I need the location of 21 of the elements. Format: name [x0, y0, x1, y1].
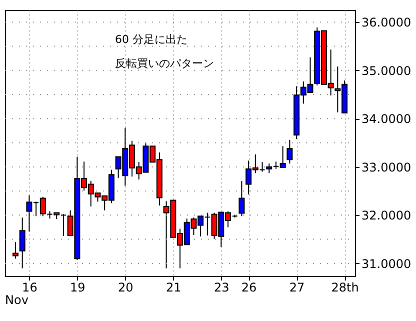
x-tick-label: 20 — [118, 280, 134, 294]
y-tick-label: 32.0000 — [362, 208, 412, 223]
x-tick-label: 26 — [241, 280, 257, 294]
x-tick-label: 21 — [166, 280, 182, 294]
y-tick-label: 36.0000 — [362, 16, 412, 30]
y-tick-label: 34.0000 — [362, 112, 412, 126]
x-tick-label: 27 — [289, 280, 305, 294]
x-tick-label: 23 — [214, 280, 230, 294]
x-tick-label: 28th — [331, 280, 359, 294]
x-tick-label: 19 — [70, 280, 86, 294]
y-tick-label: 35.0000 — [362, 64, 412, 78]
text: Nov — [5, 293, 28, 307]
candlestick — [286, 139, 293, 164]
annotation: 反転買いのパターン — [115, 57, 214, 70]
candlestick — [19, 217, 26, 269]
candlestick — [12, 242, 18, 260]
y-tick-label: 31.0000 — [362, 256, 412, 271]
y-tick-label: 33.0000 — [362, 160, 412, 174]
candlestick — [238, 180, 245, 217]
x-tick-label: 16 — [22, 280, 38, 294]
annotation: 60 分足に出た — [115, 33, 188, 46]
